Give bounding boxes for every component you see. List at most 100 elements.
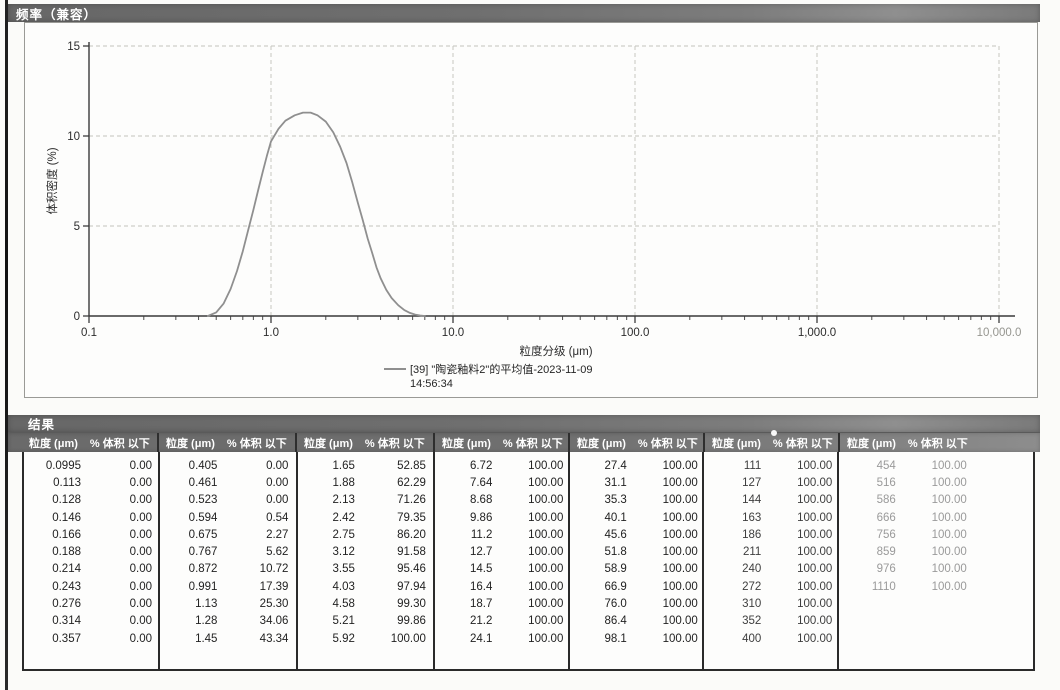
size-value-cell: 0.594 xyxy=(188,511,218,524)
table-row: 0.146 0.00 xyxy=(24,509,158,526)
size-value-cell: 5.21 xyxy=(332,615,355,628)
size-value-cell: 1.28 xyxy=(195,615,218,628)
pct-volume-under-cell: 79.35 xyxy=(397,511,426,524)
pct-volume-under-cell: 100.00 xyxy=(931,511,967,524)
table-row: 5.92 100.00 xyxy=(298,630,433,647)
table-row: 1.65 52.85 xyxy=(298,457,433,474)
size-value-cell: 211 xyxy=(742,546,762,559)
size-column-header: 粒度 (μm) xyxy=(847,437,896,450)
size-column-header: 粒度 (μm) xyxy=(304,437,353,450)
pct-volume-under-column-header: % 体积 以下 xyxy=(907,437,968,450)
table-row: 186 100.00 xyxy=(704,526,836,543)
pct-volume-under-column-header: % 体积 以下 xyxy=(637,437,698,450)
results-body-group: 111 100.00 127 100.00 144 100.00 163 100.00 186 1… xyxy=(702,452,836,669)
table-row: 0.461 0.00 xyxy=(160,474,295,491)
pct-volume-under-cell: 100.00 xyxy=(662,632,698,645)
pct-volume-under-cell: 100.00 xyxy=(797,615,833,628)
x-tick-label: 10,000.0 xyxy=(977,327,1022,339)
size-value-cell: 516 xyxy=(876,476,896,489)
size-value-cell: 310 xyxy=(742,598,762,611)
chart-panel-title: 频率（兼容） xyxy=(16,7,98,22)
table-row: 2.13 71.26 xyxy=(298,492,433,509)
pct-volume-under-column-header: % 体积 以下 xyxy=(502,437,563,450)
pct-volume-under-cell: 100.00 xyxy=(797,632,833,645)
pct-volume-under-cell: 71.26 xyxy=(397,494,426,507)
pct-volume-under-cell: 0.00 xyxy=(129,528,152,541)
table-row: 4.03 97.94 xyxy=(298,578,433,595)
table-row: 0.872 10.72 xyxy=(160,561,295,578)
table-row: 163 100.00 xyxy=(704,509,836,526)
size-value-cell: 454 xyxy=(876,459,896,472)
results-table-header: 粒度 (μm)% 体积 以下 粒度 (μm)% 体积 以下 粒度 (μm)% 体积 … xyxy=(8,433,1040,452)
table-row: 86.4 100.00 xyxy=(570,613,702,630)
size-value-cell: 2.75 xyxy=(332,528,355,541)
frequency-curve xyxy=(206,111,426,317)
y-tick-label: 5 xyxy=(74,221,80,233)
size-value-cell: 0.461 xyxy=(188,476,218,489)
results-table-body: 0.0995 0.00 0.113 0.00 0.128 0.00 0.146 0.00 0.1… xyxy=(22,452,1035,671)
pct-volume-under-column-header: % 体积 以下 xyxy=(364,437,425,450)
table-row: 12.7 100.00 xyxy=(435,543,567,560)
pct-volume-under-cell: 0.00 xyxy=(266,459,289,472)
pct-volume-under-cell: 100.00 xyxy=(528,563,564,576)
pct-volume-under-cell: 0.00 xyxy=(129,511,152,524)
pct-volume-under-cell: 100.00 xyxy=(662,494,698,507)
table-row: 58.9 100.00 xyxy=(570,561,702,578)
size-value-cell: 0.675 xyxy=(188,528,218,541)
table-row: 18.7 100.00 xyxy=(435,595,567,612)
table-row: 35.3 100.00 xyxy=(570,492,702,509)
table-row: 0.991 17.39 xyxy=(160,578,295,595)
size-value-cell: 3.55 xyxy=(332,563,355,576)
pct-volume-under-cell: 10.72 xyxy=(259,563,289,576)
size-column-header: 粒度 (μm) xyxy=(29,437,78,450)
size-value-cell: 111 xyxy=(743,459,762,472)
pct-volume-under-cell: 100.00 xyxy=(528,598,564,611)
table-row: 0.214 0.00 xyxy=(24,561,158,578)
results-body-group: 0.405 0.00 0.461 0.00 0.523 0.00 0.594 0.54 0.67… xyxy=(158,452,295,669)
size-value-cell: 45.6 xyxy=(604,528,627,541)
x-tick-label: 100.0 xyxy=(621,327,650,339)
size-value-cell: 0.128 xyxy=(52,494,81,507)
table-row: 21.2 100.00 xyxy=(435,613,567,630)
table-row: 8.68 100.00 xyxy=(435,492,567,509)
table-row: 859 100.00 xyxy=(839,543,1033,560)
size-value-cell: 3.12 xyxy=(332,546,355,559)
size-value-cell: 7.64 xyxy=(469,476,493,489)
table-row: 111 100.00 xyxy=(704,457,836,474)
y-tick-label: 0 xyxy=(74,311,80,323)
size-column-header: 粒度 (μm) xyxy=(712,437,761,450)
results-header-group: 粒度 (μm) % 体积 以下 xyxy=(157,433,295,452)
table-row: 352 100.00 xyxy=(704,613,836,630)
chart-panel: 0.1 1.0 10.0 100.0 1,000.0 10,000.0 0 5 10 15 体积密度… xyxy=(24,22,1038,398)
pct-volume-under-cell: 100.00 xyxy=(931,528,967,541)
size-value-cell: 0.166 xyxy=(52,528,81,541)
size-value-cell: 272 xyxy=(742,580,762,593)
pct-volume-under-cell: 100.00 xyxy=(797,459,833,472)
table-row: 272 100.00 xyxy=(704,578,836,595)
x-tick-label: 10.0 xyxy=(442,327,464,339)
pct-volume-under-cell: 34.06 xyxy=(259,615,289,628)
table-row: 756 100.00 xyxy=(839,526,1033,543)
table-row: 211 100.00 xyxy=(704,543,836,560)
table-row: 127 100.00 xyxy=(704,474,836,491)
size-value-cell: 24.1 xyxy=(469,632,493,645)
results-header-group: 粒度 (μm) % 体积 以下 xyxy=(295,433,433,452)
size-value-cell: 16.4 xyxy=(469,580,493,593)
table-row: 0.128 0.00 xyxy=(24,492,158,509)
size-value-cell: 0.243 xyxy=(52,580,81,593)
results-header-group: 粒度 (μm) % 体积 以下 xyxy=(703,433,838,452)
frequency-chart: 0.1 1.0 10.0 100.0 1,000.0 10,000.0 0 5 10 15 体积密度… xyxy=(45,41,1022,390)
pct-volume-under-cell: 100.00 xyxy=(662,546,698,559)
pct-volume-under-cell: 17.39 xyxy=(259,580,289,593)
table-row: 0.0995 0.00 xyxy=(24,457,158,474)
pct-volume-under-cell: 100.00 xyxy=(662,598,698,611)
pct-volume-under-cell: 100.00 xyxy=(931,494,967,507)
table-row: 240 100.00 xyxy=(704,561,836,578)
table-row: 1110 100.00 xyxy=(839,578,1033,595)
table-row: 0.405 0.00 xyxy=(160,457,295,474)
size-value-cell: 21.2 xyxy=(469,615,493,628)
pct-volume-under-column-header: % 体积 以下 xyxy=(226,437,287,450)
table-row: 11.2 100.00 xyxy=(435,526,567,543)
x-tick-label: 1.0 xyxy=(263,327,279,339)
